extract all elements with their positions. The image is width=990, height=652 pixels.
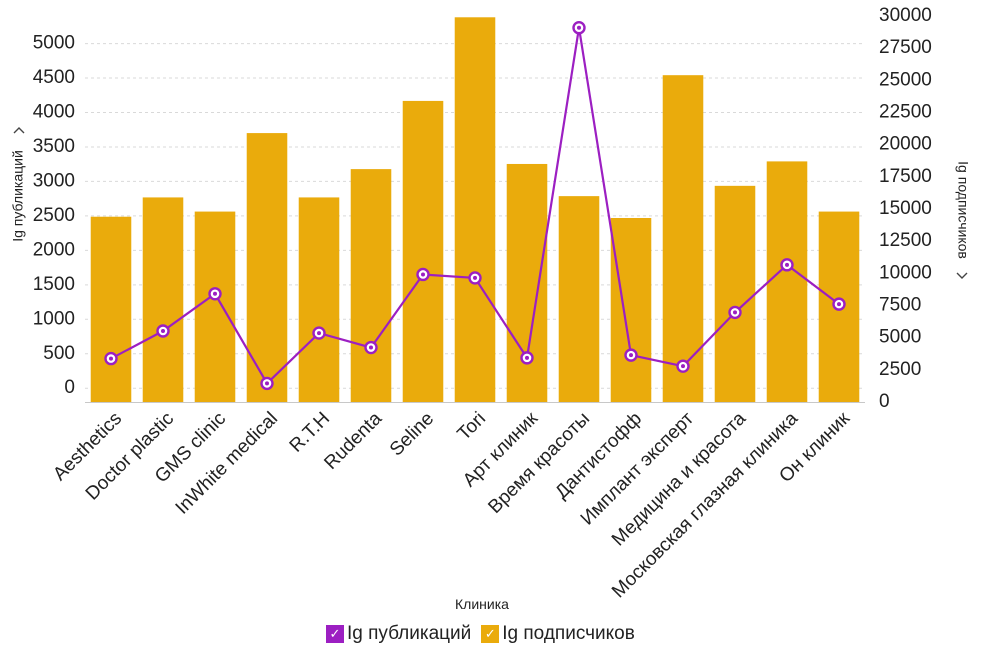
left-tick-label: 0 — [64, 377, 75, 398]
right-tick-label: 17500 — [879, 166, 932, 187]
bar — [350, 169, 392, 402]
left-tick-label: 3000 — [33, 170, 75, 191]
legend-item-publications[interactable]: ✓ Ig публикаций — [326, 623, 471, 645]
right-tick-label: 7500 — [879, 295, 921, 316]
checkbox-icon[interactable]: ✓ — [481, 625, 500, 643]
bar — [714, 185, 756, 402]
left-tick-label: 500 — [43, 343, 75, 364]
bar — [662, 75, 704, 402]
left-axis-title: Ig публикаций — [10, 150, 26, 242]
line-point-core — [681, 364, 685, 369]
left-tick-label: 1500 — [33, 274, 75, 295]
bar — [90, 216, 132, 402]
legend: ✓ Ig публикаций ✓ Ig подписчиков — [326, 623, 645, 645]
left-tick-label: 2500 — [33, 205, 75, 226]
right-tick-label: 15000 — [879, 198, 932, 219]
right-tick-label: 30000 — [879, 5, 932, 26]
left-tick-label: 4000 — [33, 102, 75, 123]
right-tick-label: 22500 — [879, 102, 932, 123]
left-tick-label: 3500 — [33, 136, 75, 157]
line-point-core — [317, 331, 321, 336]
left-axis-ticks: 0 500 1000 1500 2000 2500 3000 3500 4000 4500 5000 — [33, 33, 75, 399]
legend-item-subscribers[interactable]: ✓ Ig подписчиков — [481, 623, 635, 645]
line-point-core — [629, 353, 633, 358]
bar-series — [90, 17, 860, 403]
line-point-core — [265, 381, 269, 386]
right-tick-label: 25000 — [879, 69, 932, 90]
right-tick-label: 2500 — [879, 359, 921, 380]
line-point-core — [733, 310, 737, 315]
category-label: Tori — [454, 408, 491, 445]
bar — [194, 211, 236, 402]
line-point-core — [837, 302, 841, 307]
bar — [506, 163, 548, 402]
right-tick-label: 5000 — [879, 327, 921, 348]
bar — [766, 161, 808, 402]
category-label: Seline — [386, 408, 438, 460]
left-tick-label: 1000 — [33, 308, 75, 329]
right-axis-title: Ig подписчиков — [955, 161, 971, 259]
line-point-core — [421, 272, 425, 277]
bar — [298, 197, 340, 402]
left-tick-label: 4500 — [33, 67, 75, 88]
bar — [610, 218, 652, 402]
legend-label: Ig публикаций — [347, 623, 472, 644]
line-point-core — [785, 262, 789, 267]
checkbox-icon[interactable]: ✓ — [326, 625, 344, 643]
category-label: R.T.H — [286, 408, 334, 456]
line-point-core — [213, 291, 217, 296]
line-point-core — [525, 355, 529, 360]
x-axis-title: Клиника — [455, 596, 509, 612]
bar — [454, 17, 496, 402]
bar — [402, 100, 444, 403]
line-point-core — [473, 275, 477, 280]
left-tick-label: 5000 — [33, 33, 75, 54]
legend-label: Ig подписчиков — [502, 623, 635, 644]
chevron-left-icon[interactable] — [956, 272, 968, 279]
left-tick-label: 2000 — [33, 239, 75, 260]
bar — [142, 197, 184, 402]
right-axis-ticks: 0 2500 5000 7500 10000 12500 15000 17500 20000 22… — [879, 5, 932, 412]
right-tick-label: 10000 — [879, 262, 932, 283]
right-tick-label: 20000 — [879, 134, 932, 155]
bar — [558, 196, 600, 402]
category-label: Rudenta — [320, 408, 386, 474]
line-point-core — [109, 356, 113, 361]
right-tick-label: 12500 — [879, 230, 932, 251]
right-tick-label: 27500 — [879, 37, 932, 58]
chevron-down-icon[interactable] — [13, 127, 25, 134]
line-series — [104, 21, 846, 391]
line-point-core — [577, 25, 581, 30]
line-point-core — [161, 329, 165, 334]
line-point-core — [369, 345, 373, 350]
right-tick-label: 0 — [879, 391, 890, 412]
bar — [246, 133, 288, 402]
